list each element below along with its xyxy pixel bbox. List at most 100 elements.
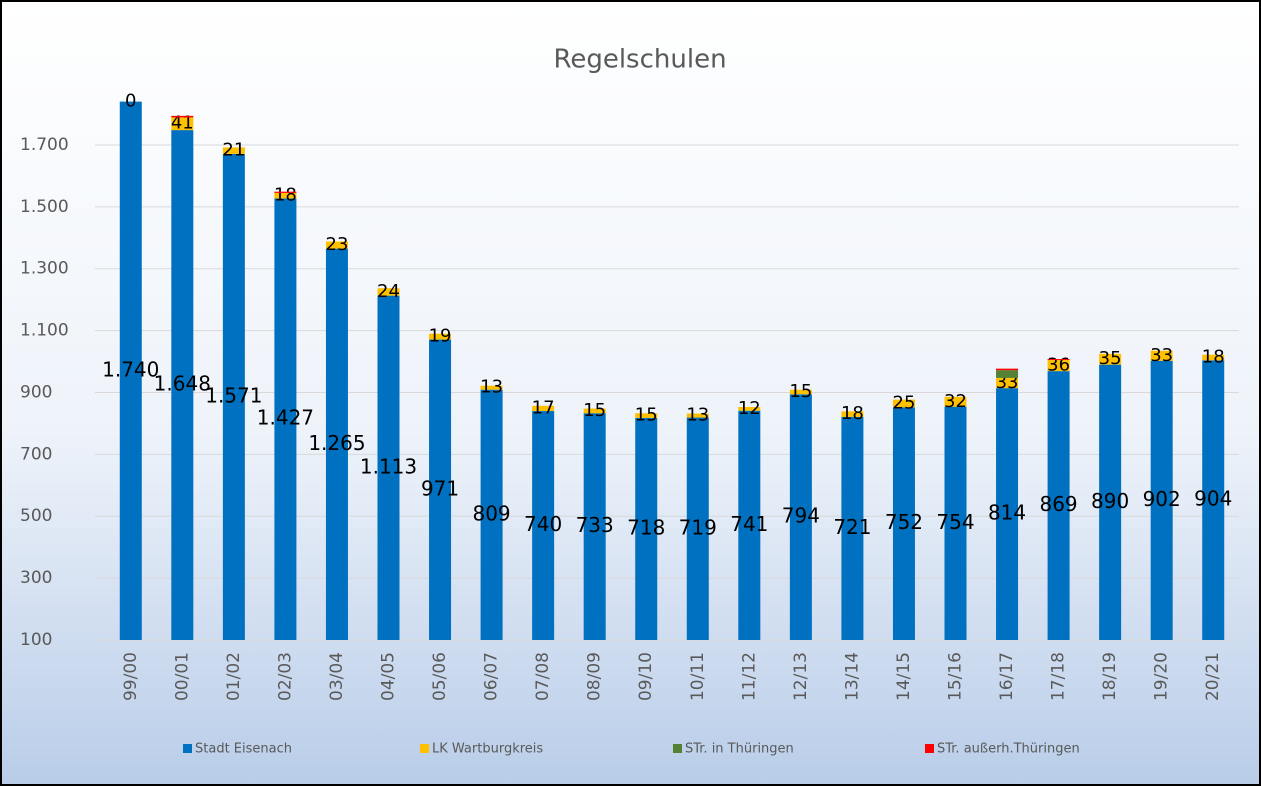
x-tick-label: 07/08 [533, 652, 553, 701]
x-tick-label: 19/20 [1152, 652, 1172, 701]
value-label: 890 [1091, 489, 1129, 513]
y-tick-label: 900 [20, 382, 52, 402]
x-tick-label: 17/18 [1049, 652, 1069, 701]
x-tick-label: 05/06 [430, 652, 450, 701]
value-label: 1.113 [360, 454, 417, 478]
value-label: 18 [274, 185, 297, 206]
bar-segment [1150, 360, 1173, 640]
value-label: 15 [789, 381, 812, 402]
bar-segment [1202, 354, 1225, 361]
value-label: 25 [893, 392, 916, 413]
bar-segment [274, 198, 297, 640]
value-label: 21 [222, 140, 245, 161]
value-label: 721 [833, 515, 871, 539]
bar-segment [789, 389, 812, 395]
y-tick-label: 100 [20, 630, 52, 650]
x-tick-label: 13/14 [842, 652, 862, 701]
bar-segment [892, 399, 915, 408]
legend-label: STr. in Thüringen [685, 742, 794, 757]
bar-segment [1047, 371, 1070, 640]
value-label: 719 [679, 515, 717, 539]
bar-segment [171, 130, 194, 640]
bar-segment [274, 191, 297, 193]
value-label: 733 [576, 513, 614, 537]
value-label: 32 [944, 391, 967, 412]
y-tick-label: 300 [20, 568, 52, 588]
value-label: 13 [686, 405, 709, 426]
x-tick-label: 14/15 [894, 652, 914, 701]
bar-segment [1099, 353, 1122, 365]
legend-key [925, 744, 934, 753]
x-tick-label: 20/21 [1203, 652, 1223, 701]
bar-segment [274, 192, 297, 199]
legend-key [183, 744, 192, 753]
value-label: 35 [1099, 348, 1122, 369]
bar-segment [1047, 359, 1070, 372]
bar-segment [532, 405, 555, 412]
value-label: 23 [326, 234, 349, 255]
y-tick-label: 1.300 [20, 259, 69, 279]
value-label: 15 [583, 400, 606, 421]
value-label: 18 [841, 403, 864, 424]
bar-segment [1099, 364, 1122, 640]
value-label: 1.571 [205, 383, 262, 407]
value-label: 794 [782, 504, 820, 528]
value-label: 1.427 [257, 406, 314, 430]
value-label: 869 [1039, 492, 1077, 516]
y-tick-label: 700 [20, 444, 52, 464]
bar-segment [686, 417, 709, 640]
value-label: 1.265 [308, 431, 365, 455]
value-label: 19 [429, 326, 452, 347]
bar-segment [171, 115, 194, 118]
y-tick-label: 1.100 [20, 321, 69, 341]
x-tick-label: 15/16 [946, 652, 966, 701]
bar-segment [635, 417, 658, 640]
bar-segment [1150, 350, 1173, 361]
bar-segment [996, 377, 1019, 389]
bar-segment [583, 413, 606, 640]
x-tick-label: 01/02 [224, 652, 244, 701]
chart-title: Regelschulen [553, 45, 726, 75]
value-label: 0 [125, 91, 136, 112]
x-tick-label: 06/07 [482, 652, 502, 701]
value-label: 17 [532, 397, 555, 418]
value-label: 814 [988, 501, 1026, 525]
value-label: 718 [627, 515, 665, 539]
bar-segment [944, 406, 967, 640]
value-label: 1.740 [102, 357, 159, 381]
bar-segment [429, 333, 452, 340]
bar-segment [480, 385, 503, 390]
bar-segment [325, 248, 348, 640]
bar-segment [377, 288, 400, 296]
bar-segment [738, 407, 761, 411]
y-tick-label: 500 [20, 506, 52, 526]
value-label: 18 [1202, 347, 1225, 368]
value-label: 752 [885, 510, 923, 534]
bar-segment [325, 241, 348, 249]
bar-segment [944, 396, 967, 407]
x-tick-label: 04/05 [379, 652, 399, 701]
legend-key [420, 744, 429, 753]
value-label: 24 [377, 281, 400, 302]
x-tick-label: 00/01 [172, 652, 192, 701]
bar-segment [583, 408, 606, 414]
bar-segment [996, 368, 1019, 371]
bar-segment [429, 339, 452, 640]
value-label: 809 [472, 501, 510, 525]
value-label: 754 [936, 510, 974, 534]
bar-segment [480, 389, 503, 640]
value-label: 33 [1150, 345, 1173, 366]
bar-segment [171, 117, 194, 131]
bar-segment [222, 153, 245, 640]
value-label: 15 [635, 405, 658, 426]
bar-segment [635, 413, 658, 418]
bar-segment [377, 295, 400, 640]
x-tick-label: 12/13 [791, 652, 811, 701]
y-tick-label: 1.700 [20, 135, 69, 155]
bar-segment [892, 407, 915, 640]
value-label: 41 [171, 113, 194, 134]
value-label: 13 [480, 377, 503, 398]
x-tick-label: 18/19 [1100, 652, 1120, 701]
